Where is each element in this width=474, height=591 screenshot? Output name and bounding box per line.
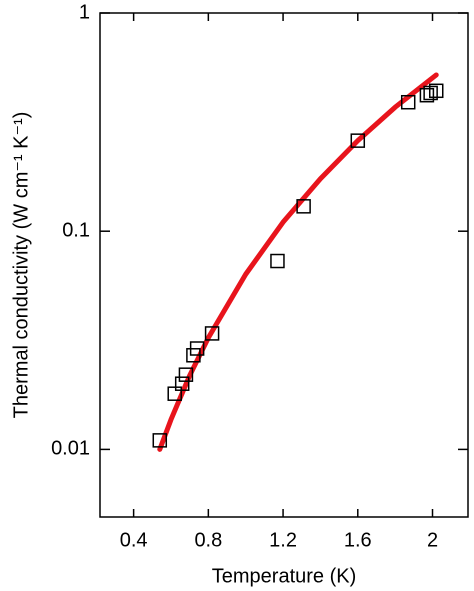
plot-frame	[99, 12, 469, 518]
data-point	[167, 386, 182, 401]
x-tick-label: 1.2	[269, 529, 297, 551]
data-point	[400, 94, 416, 110]
data-point	[423, 85, 438, 101]
data-point	[419, 87, 435, 103]
fit-line	[157, 72, 439, 452]
x-tick-label: 0.4	[120, 529, 148, 551]
y-tick-label: 0.01	[51, 438, 90, 460]
data-point	[270, 253, 285, 269]
y-axis-label: Thermal conductivity (W cm⁻¹ K⁻¹)	[10, 112, 32, 419]
y-tick-label: 0.1	[62, 219, 90, 241]
data-point	[178, 367, 194, 382]
x-axis-label: Temperature (K)	[212, 565, 357, 587]
x-tick-label: 2	[427, 529, 438, 551]
x-tick-label: 1.6	[344, 529, 372, 551]
y-tick-label: 1	[79, 1, 90, 23]
data-point	[428, 83, 444, 99]
data-point	[296, 199, 311, 214]
data-point	[174, 376, 190, 391]
x-tick-label: 0.8	[194, 529, 222, 551]
data-point	[189, 341, 205, 356]
data-point	[204, 326, 220, 341]
data-point	[350, 133, 366, 148]
data-point	[152, 433, 168, 448]
